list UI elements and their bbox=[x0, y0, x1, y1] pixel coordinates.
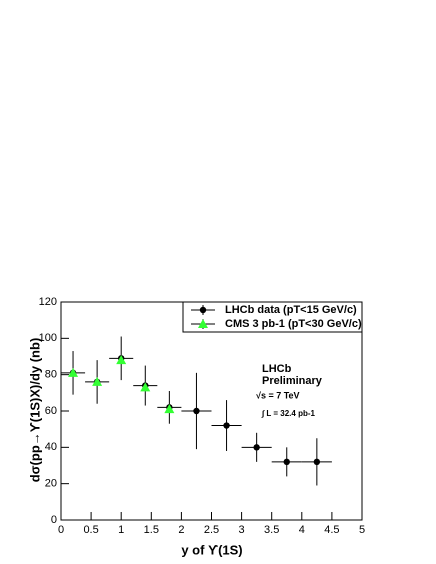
point bbox=[164, 404, 175, 414]
legend-label: LHCb data (pT<15 GeV/c) bbox=[225, 304, 357, 316]
point bbox=[253, 444, 260, 451]
y-axis-label: dσ(pp→ϒ(1S)X)/dy (nb) bbox=[27, 338, 42, 483]
y-tick-label: 80 bbox=[45, 369, 57, 381]
point bbox=[223, 422, 230, 429]
point bbox=[140, 382, 151, 392]
point bbox=[283, 458, 290, 466]
annotation: Preliminary bbox=[262, 375, 323, 387]
x-tick-label: 1.5 bbox=[144, 524, 159, 536]
annotation: √s = 7 TeV bbox=[256, 390, 300, 400]
x-tick-label: 2 bbox=[178, 524, 184, 536]
point bbox=[92, 376, 103, 386]
point bbox=[116, 355, 127, 365]
point bbox=[193, 407, 200, 415]
legend-label: CMS 3 pb-1 (pT<30 GeV/c) bbox=[225, 318, 362, 330]
y-tick-label: 60 bbox=[45, 405, 57, 417]
point bbox=[313, 458, 321, 466]
x-tick-label: 3.5 bbox=[264, 524, 279, 536]
y-tick-label: 40 bbox=[45, 441, 57, 453]
x-tick-label: 5 bbox=[359, 524, 365, 536]
y-tick-label: 100 bbox=[39, 332, 57, 344]
x-tick-label: 1 bbox=[118, 524, 124, 536]
y-tick-label: 0 bbox=[51, 514, 57, 526]
legend bbox=[182, 301, 363, 333]
legend-marker bbox=[198, 319, 208, 328]
x-tick-label: 0.5 bbox=[83, 524, 98, 536]
y-tick-label: 20 bbox=[45, 478, 57, 490]
x-axis-label: y of ϒ(1S) bbox=[181, 542, 242, 557]
y-tick-label: 120 bbox=[39, 296, 57, 308]
x-tick-label: 2.5 bbox=[204, 524, 219, 536]
x-tick-label: 3 bbox=[239, 524, 245, 536]
point bbox=[68, 367, 79, 377]
annotation: LHCb bbox=[262, 363, 292, 375]
x-tick-label: 4.5 bbox=[324, 524, 339, 536]
x-tick-label: 0 bbox=[58, 524, 64, 536]
x-tick-label: 4 bbox=[299, 524, 305, 536]
annotation: ∫ L = 32.4 pb-1 bbox=[261, 409, 316, 418]
legend-marker bbox=[199, 306, 207, 314]
